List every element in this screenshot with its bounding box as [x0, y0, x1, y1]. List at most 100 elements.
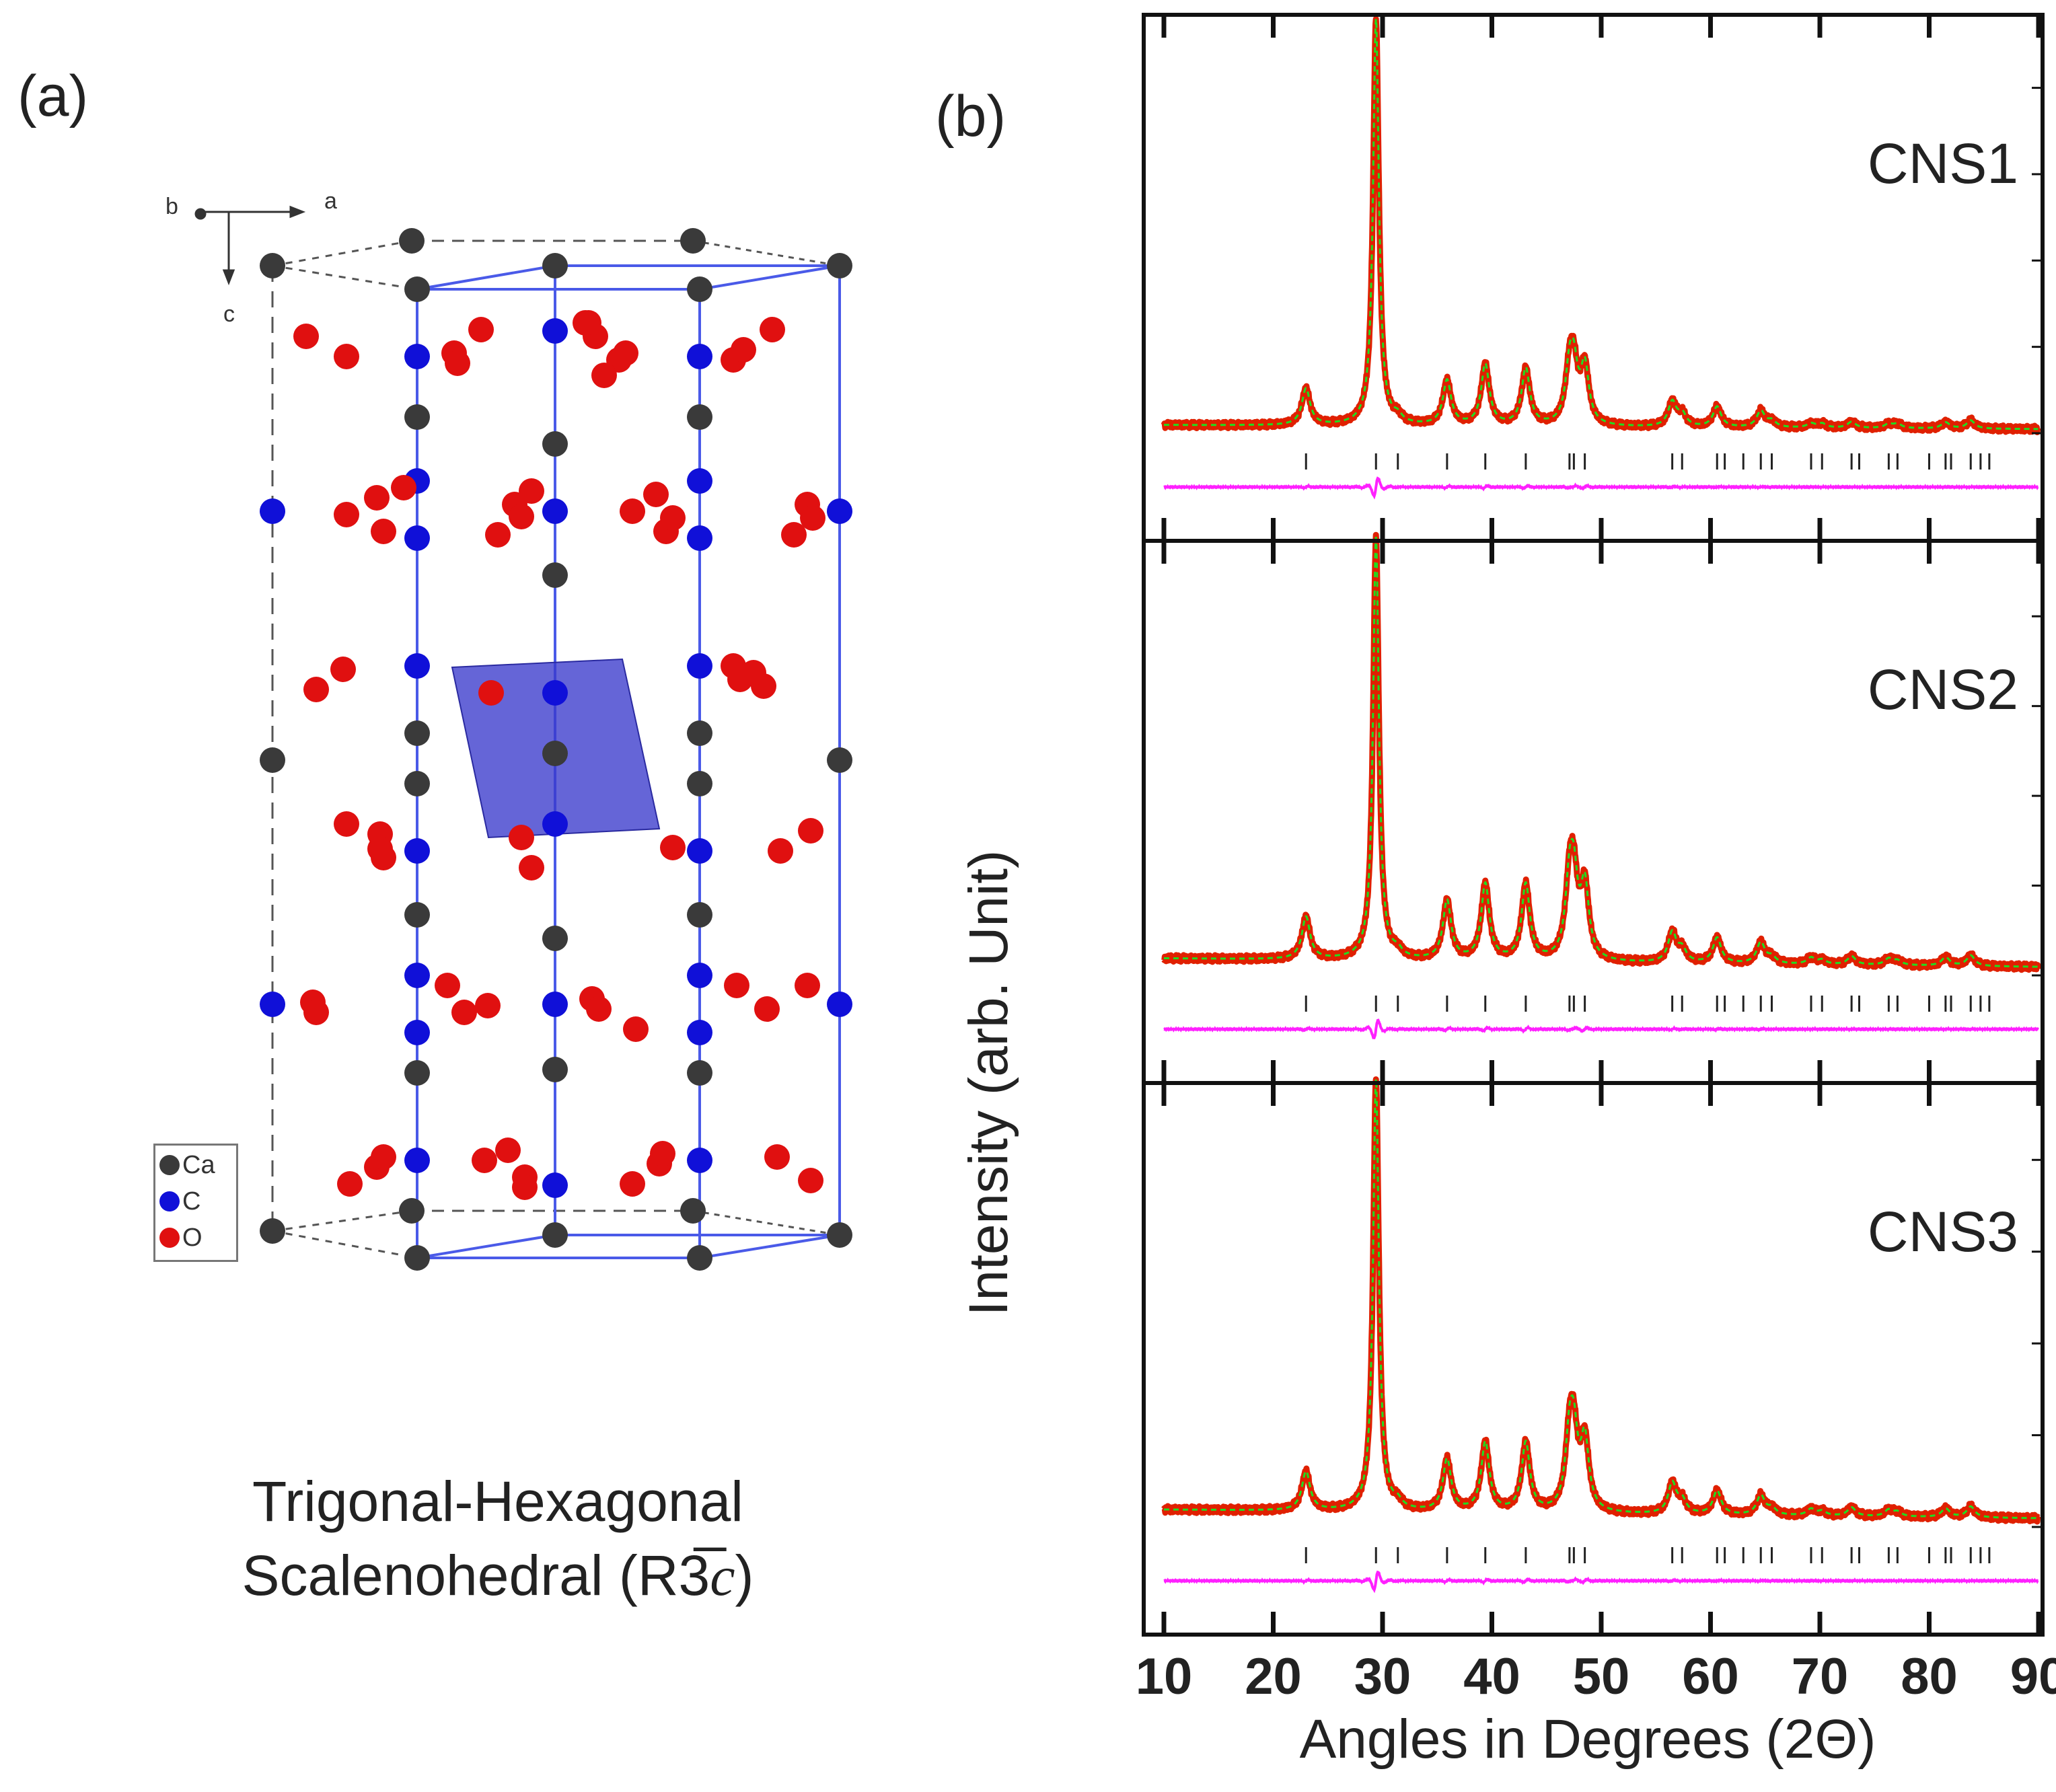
ca-atom: [827, 1222, 852, 1248]
legend-item-ca: Ca: [159, 1152, 215, 1178]
o-atom: [650, 1141, 675, 1166]
cell-edge: [416, 264, 556, 291]
c-atom: [542, 1172, 568, 1198]
panel-frame: [1142, 13, 2045, 543]
o-atom: [741, 660, 766, 685]
o-atom: [337, 1171, 363, 1197]
c-atom: [687, 344, 712, 369]
b-axis-dot: [194, 208, 207, 220]
hexagonal-cell-outline: [271, 239, 840, 1259]
c-atom: [687, 838, 712, 864]
legend-item-o: O: [159, 1225, 203, 1250]
dashed-edge: [272, 1209, 412, 1232]
o-atom: [800, 505, 825, 531]
a-arrowhead: [289, 205, 306, 219]
o-atom: [724, 973, 749, 998]
c-atom: [687, 963, 712, 988]
ca-atom: [687, 1245, 712, 1271]
difference-curve: [1163, 476, 2039, 500]
axis-label-b: b: [166, 194, 178, 219]
ca-atom: [680, 1198, 706, 1224]
sample-label: CNS3: [1868, 1200, 2018, 1263]
ca-atom: [680, 228, 706, 254]
o-atom: [798, 1168, 823, 1193]
o-atom: [371, 845, 396, 870]
xrd-panel-cns3: CNS3: [1142, 1076, 2045, 1637]
axis-label-a: a: [324, 188, 337, 214]
o-atom: [591, 363, 617, 388]
atom-legend: Ca C O: [153, 1144, 238, 1262]
c-atom: [542, 811, 568, 837]
calculated-pattern: [1164, 537, 2039, 968]
difference-curve: [1163, 1570, 2039, 1594]
o-atom: [798, 818, 823, 844]
c-atom: [404, 525, 430, 551]
axis-label-c: c: [223, 301, 235, 327]
c-atom: [827, 992, 852, 1017]
c-atom: [260, 498, 285, 524]
c-atom: [687, 468, 712, 494]
x-tick-label: 70: [1792, 1648, 1849, 1705]
caption-space-group: Scalenohedral (R3̅c): [121, 1547, 875, 1605]
sample-label: CNS2: [1868, 658, 2018, 721]
observed-pattern: [1161, 15, 2041, 435]
o-atom: [620, 1171, 645, 1197]
o-atom: [509, 504, 534, 529]
caption-bar-three: 3̅: [678, 1544, 710, 1607]
atoms: [260, 228, 852, 1271]
o-atom: [781, 522, 807, 548]
ca-atom: [404, 720, 430, 746]
o-atom: [731, 337, 756, 363]
dashed-edge: [272, 1230, 418, 1259]
c-atom: [542, 498, 568, 524]
x-tick-label: 30: [1354, 1648, 1411, 1705]
ca-atom: [687, 276, 712, 302]
x-tick-label: 80: [1901, 1648, 1958, 1705]
o-atom: [573, 310, 598, 336]
ca-atom: [827, 253, 852, 278]
ca-atom: [404, 276, 430, 302]
ca-atom: [404, 1060, 430, 1086]
x-tick-label: 90: [2010, 1648, 2056, 1705]
o-atom: [768, 838, 793, 864]
c-atom: [687, 1148, 712, 1173]
cell-edge: [416, 1234, 556, 1259]
o-atom: [613, 340, 638, 366]
o-atom: [334, 502, 359, 527]
observed-pattern: [1161, 1076, 2041, 1525]
ca-atom: [827, 747, 852, 773]
dashed-edge: [272, 264, 418, 291]
x-tick-labels: 10 20 30 40 50 60 70 80 90: [1136, 1648, 2056, 1705]
o-atom: [475, 993, 501, 1018]
o-atom: [586, 996, 612, 1022]
o-atom: [445, 350, 470, 376]
o-atom: [660, 505, 686, 531]
c-atom: [404, 963, 430, 988]
o-atom: [512, 1174, 538, 1200]
ca-atom: [260, 747, 285, 773]
c-swatch: [159, 1191, 180, 1211]
o-atom: [330, 657, 356, 682]
dashed-edge: [272, 239, 412, 267]
y-axis-label: Intensity (arb. Unit): [958, 850, 1019, 1316]
x-tick-label: 40: [1463, 1648, 1520, 1705]
c-atom: [827, 498, 852, 524]
sample-label: CNS1: [1868, 132, 2018, 195]
o-atom: [620, 498, 645, 524]
c-atom: [404, 344, 430, 369]
legend-label-o: O: [182, 1224, 203, 1252]
ca-atom: [687, 404, 712, 430]
o-atom: [451, 1000, 477, 1025]
o-atom: [643, 482, 669, 507]
panel-b-label: (b): [935, 84, 1006, 149]
dashed-edge: [692, 1209, 840, 1236]
ca-atom: [542, 1222, 568, 1248]
ca-atom: [687, 720, 712, 746]
c-atom: [404, 653, 430, 679]
x-tick-label: 20: [1245, 1648, 1302, 1705]
o-atom: [293, 324, 319, 349]
x-tick-label: 50: [1573, 1648, 1630, 1705]
dashed-edge: [692, 239, 840, 267]
ca-atom: [687, 1060, 712, 1086]
